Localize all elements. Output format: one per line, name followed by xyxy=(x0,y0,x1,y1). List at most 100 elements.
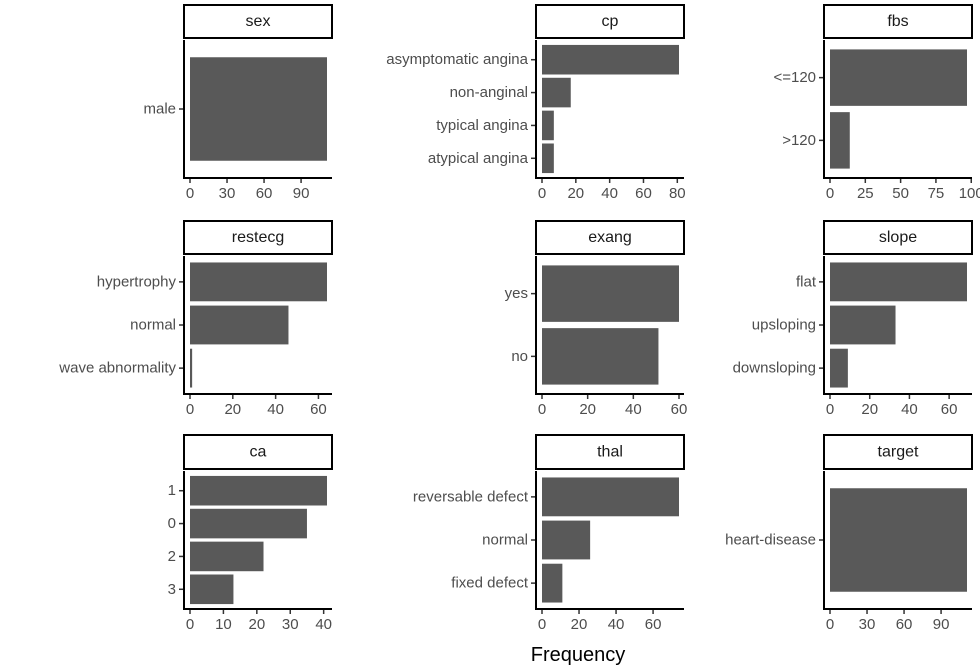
x-tick-label-fbs-25: 25 xyxy=(857,185,874,202)
y-tick-label-exang-no: no xyxy=(511,348,528,365)
y-tick-label-cp-typical-angina: typical angina xyxy=(436,117,528,134)
panel-slope: slope flat upsloping downsloping 0 20 40 60 xyxy=(733,220,973,418)
bar-restecg-wave-abnormality xyxy=(190,348,193,388)
y-tick-label-thal-reversable-defect: reversable defect xyxy=(413,488,529,505)
bar-ca-3 xyxy=(190,574,234,605)
axis-ca xyxy=(183,471,332,610)
bar-ca-1 xyxy=(190,475,327,506)
panel-strip-cp xyxy=(535,4,685,39)
x-tick-label-cp-40: 40 xyxy=(601,185,618,202)
y-tick-label-cp-asymptomatic-angina: asymptomatic angina xyxy=(386,51,528,68)
bar-fbs-gt-120 xyxy=(830,112,850,169)
x-tick-label-slope-20: 20 xyxy=(861,401,878,418)
y-tick-label-target-heart-disease: heart-disease xyxy=(725,532,816,549)
y-tick-label-ca-0: 0 xyxy=(168,515,176,532)
axis-sex xyxy=(183,40,332,179)
x-tick-label-fbs-100: 100 xyxy=(959,185,980,202)
panel-title-ca: ca xyxy=(250,444,267,461)
x-tick-label-restecg-60: 60 xyxy=(310,401,327,418)
x-axis-title: Frequency xyxy=(531,644,626,666)
bar-thal-reversable-defect xyxy=(542,477,679,517)
panel-title-slope: slope xyxy=(879,229,917,246)
panel-title-sex: sex xyxy=(246,13,271,30)
y-tick-label-exang-yes: yes xyxy=(505,285,528,302)
bar-slope-flat xyxy=(830,262,967,302)
y-tick-label-restecg-wave-abnormality: wave abnormality xyxy=(58,360,176,377)
axis-fbs xyxy=(823,40,972,179)
axis-exang xyxy=(535,256,684,395)
y-tick-label-ca-3: 3 xyxy=(168,581,176,598)
x-tick-label-restecg-0: 0 xyxy=(186,401,194,418)
x-tick-label-ca-0: 0 xyxy=(186,616,194,633)
panel-strip-target xyxy=(823,434,973,470)
axis-thal xyxy=(535,471,684,610)
panel-strip-fbs xyxy=(823,4,973,39)
panel-strip-slope xyxy=(823,220,973,255)
x-tick-label-thal-40: 40 xyxy=(608,616,625,633)
x-tick-label-slope-40: 40 xyxy=(901,401,918,418)
panel-title-restecg: restecg xyxy=(232,229,284,246)
panel-sex: sex male 0 30 60 90 xyxy=(143,4,333,202)
x-tick-label-exang-40: 40 xyxy=(625,401,642,418)
x-tick-label-fbs-75: 75 xyxy=(928,185,945,202)
axis-cp xyxy=(535,40,684,179)
bar-exang-no xyxy=(542,328,659,385)
x-tick-label-restecg-40: 40 xyxy=(267,401,284,418)
bar-fbs-le-120 xyxy=(830,49,967,106)
panel-title-fbs: fbs xyxy=(887,13,908,30)
x-tick-label-sex-0: 0 xyxy=(186,185,194,202)
panel-thal: thal reversable defect normal fixed defect 0… xyxy=(413,434,685,633)
axis-target xyxy=(823,471,972,610)
panel-cp: cp asymptomatic angina non-anginal typical … xyxy=(386,4,686,202)
panel-title-cp: cp xyxy=(602,13,619,30)
x-tick-label-ca-30: 30 xyxy=(282,616,299,633)
x-tick-label-exang-0: 0 xyxy=(538,401,546,418)
axis-slope xyxy=(823,256,972,395)
bar-slope-upsloping xyxy=(830,305,896,345)
bar-cp-atypical-angina xyxy=(542,143,554,174)
panel-strip-ca xyxy=(183,434,333,470)
panel-fbs: fbs <=120 >120 0 25 50 75 100 xyxy=(773,4,980,202)
panel-strip-restecg xyxy=(183,220,333,255)
bar-sex-male xyxy=(190,57,327,161)
x-tick-label-sex-60: 60 xyxy=(256,185,273,202)
x-tick-label-cp-80: 80 xyxy=(669,185,686,202)
panel-title-target: target xyxy=(878,444,919,461)
bar-ca-2 xyxy=(190,541,264,572)
x-tick-label-thal-0: 0 xyxy=(538,616,546,633)
panel-strip-exang xyxy=(535,220,685,255)
bar-target-heart-disease xyxy=(830,488,967,592)
bar-cp-asymptomatic-angina xyxy=(542,44,679,75)
bar-cp-typical-angina xyxy=(542,110,554,141)
bar-ca-0 xyxy=(190,508,307,539)
bar-thal-fixed-defect xyxy=(542,563,563,603)
x-tick-label-target-30: 30 xyxy=(859,616,876,633)
y-tick-label-sex-male: male xyxy=(143,101,176,118)
y-tick-label-cp-non-anginal: non-anginal xyxy=(450,84,528,101)
x-tick-label-cp-60: 60 xyxy=(635,185,652,202)
bar-exang-yes xyxy=(542,265,679,322)
x-tick-label-cp-0: 0 xyxy=(538,185,546,202)
axis-restecg xyxy=(183,256,332,395)
y-tick-label-restecg-hypertrophy: hypertrophy xyxy=(97,273,177,290)
x-tick-label-exang-60: 60 xyxy=(671,401,688,418)
x-tick-label-slope-0: 0 xyxy=(826,401,834,418)
x-tick-label-ca-20: 20 xyxy=(248,616,265,633)
x-tick-label-ca-10: 10 xyxy=(215,616,232,633)
x-tick-label-cp-20: 20 xyxy=(567,185,584,202)
y-tick-label-fbs-le-120: <=120 xyxy=(773,69,816,86)
x-tick-label-restecg-20: 20 xyxy=(224,401,241,418)
panel-strip-thal xyxy=(535,434,685,470)
bar-cp-non-anginal xyxy=(542,77,571,108)
x-tick-label-target-90: 90 xyxy=(933,616,950,633)
y-tick-label-slope-flat: flat xyxy=(796,273,817,290)
x-tick-label-ca-40: 40 xyxy=(315,616,332,633)
x-tick-label-thal-20: 20 xyxy=(571,616,588,633)
x-tick-label-fbs-50: 50 xyxy=(892,185,909,202)
y-tick-label-thal-fixed-defect: fixed defect xyxy=(451,575,529,592)
panel-exang: exang yes no 0 20 40 60 xyxy=(505,220,688,418)
x-tick-label-target-60: 60 xyxy=(896,616,913,633)
y-tick-label-cp-atypical-angina: atypical angina xyxy=(428,150,529,167)
y-tick-label-restecg-normal: normal xyxy=(130,317,176,334)
